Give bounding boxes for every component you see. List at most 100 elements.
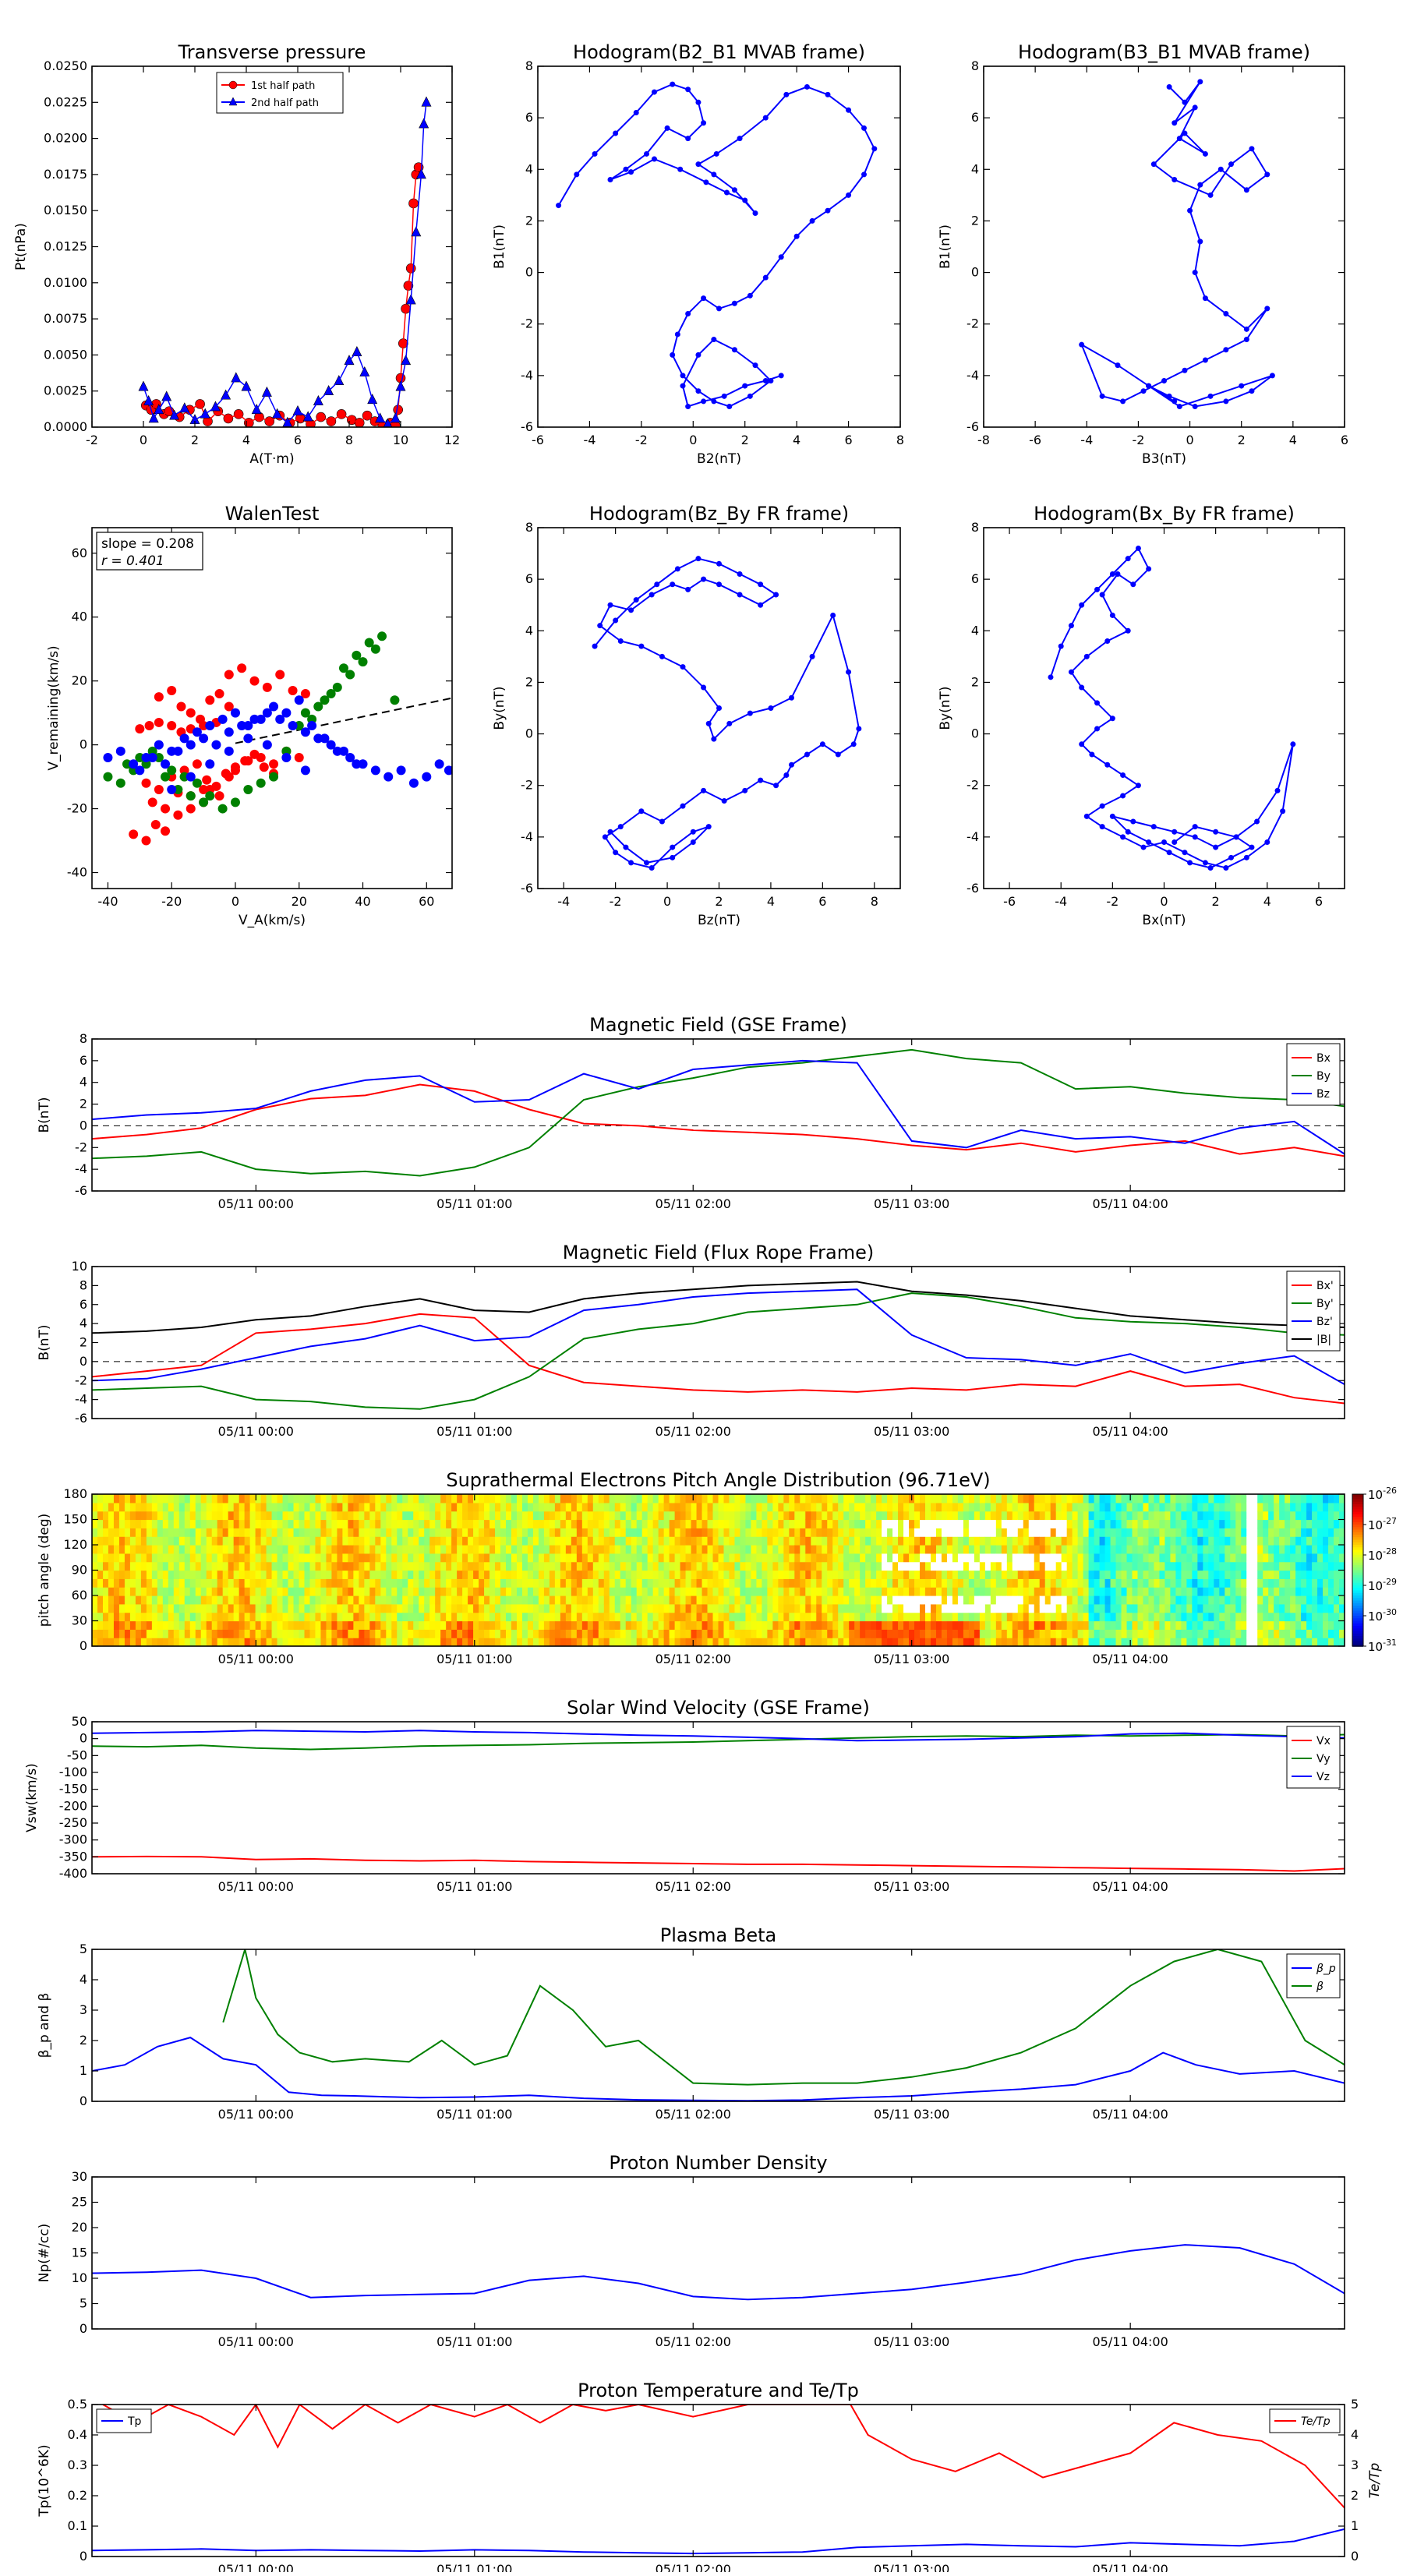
heatmap-cell: [745, 1494, 751, 1503]
heatmap-cell: [179, 1621, 186, 1630]
heatmap-cell: [125, 1571, 131, 1579]
heatmap-cell: [631, 1604, 638, 1613]
heatmap-cell: [925, 1587, 931, 1595]
heatmap-cell: [1246, 1528, 1253, 1536]
heatmap-cell: [1133, 1553, 1139, 1562]
data-point: [301, 765, 310, 775]
heatmap-cell: [925, 1511, 931, 1520]
heatmap-cell: [141, 1494, 147, 1503]
heatmap-cell: [1045, 1604, 1051, 1613]
heatmap-cell: [348, 1613, 354, 1621]
data-point: [1203, 295, 1208, 301]
heatmap-cell: [604, 1621, 610, 1630]
heatmap-cell: [952, 1595, 959, 1604]
heatmap-cell: [1257, 1621, 1263, 1630]
heatmap-cell: [991, 1578, 997, 1587]
heatmap-cell: [309, 1613, 316, 1621]
heatmap-cell: [708, 1604, 714, 1613]
heatmap-cell: [353, 1545, 359, 1553]
heatmap-cell: [1301, 1503, 1307, 1511]
heatmap-cell: [762, 1578, 768, 1587]
heatmap-cell: [511, 1494, 518, 1503]
heatmap-cell: [664, 1536, 670, 1545]
heatmap-cell: [130, 1528, 136, 1536]
heatmap-cell: [745, 1511, 751, 1520]
heatmap-cell: [686, 1528, 692, 1536]
heatmap-cell: [1164, 1528, 1171, 1536]
heatmap-cell: [599, 1536, 605, 1545]
heatmap-cell: [228, 1613, 235, 1621]
heatmap-cell: [500, 1587, 507, 1595]
heatmap-cell: [1078, 1629, 1084, 1638]
heatmap-cell: [974, 1571, 981, 1579]
heatmap-cell: [832, 1613, 839, 1621]
heatmap-cell: [762, 1528, 768, 1536]
heatmap-cell: [555, 1604, 561, 1613]
heatmap-cell: [914, 1494, 921, 1503]
heatmap-cell: [1045, 1545, 1051, 1553]
heatmap-cell: [1078, 1613, 1084, 1621]
heatmap-cell: [991, 1536, 997, 1545]
heatmap-cell: [800, 1562, 806, 1571]
heatmap-cell: [185, 1638, 191, 1646]
heatmap-cell: [446, 1528, 452, 1536]
heatmap-cell: [234, 1536, 240, 1545]
heatmap-cell: [1067, 1638, 1073, 1646]
data-point: [1172, 177, 1177, 182]
heatmap-cell: [299, 1553, 306, 1562]
heatmap-cell: [386, 1629, 392, 1638]
heatmap-cell: [1100, 1528, 1106, 1536]
heatmap-cell: [909, 1520, 915, 1528]
heatmap-cell: [500, 1494, 507, 1503]
x-axis-label: A(T·m): [249, 451, 294, 467]
heatmap-cell: [1062, 1638, 1068, 1646]
heatmap-cell: [201, 1562, 207, 1571]
heatmap-cell: [234, 1621, 240, 1630]
heatmap-cell: [522, 1553, 528, 1562]
data-point: [1223, 311, 1228, 316]
heatmap-cell: [1257, 1604, 1263, 1613]
y-tick-label: 0.0175: [44, 167, 87, 182]
heatmap-cell: [909, 1587, 915, 1595]
heatmap-cell: [1170, 1511, 1176, 1520]
heatmap-cell: [708, 1536, 714, 1545]
data-point: [154, 740, 164, 750]
heatmap-cell: [397, 1528, 403, 1536]
heatmap-cell: [854, 1520, 861, 1528]
heatmap-cell: [588, 1571, 594, 1579]
heatmap-cell: [876, 1553, 882, 1562]
heatmap-cell: [783, 1595, 790, 1604]
heatmap-cell: [925, 1578, 931, 1587]
heatmap-cell: [1192, 1571, 1198, 1579]
heatmap-cell: [201, 1511, 207, 1520]
heatmap-cell: [380, 1629, 387, 1638]
y-tick-label: 0.0125: [44, 239, 87, 254]
heatmap-cell: [294, 1629, 300, 1638]
heatmap-cell: [1285, 1503, 1291, 1511]
heatmap-cell: [767, 1545, 773, 1553]
x-tick-label: -6: [532, 433, 544, 447]
heatmap-cell: [435, 1545, 441, 1553]
heatmap-cell: [653, 1578, 659, 1587]
heatmap-cell: [664, 1503, 670, 1511]
heatmap-cell: [843, 1562, 850, 1571]
heatmap-cell: [822, 1545, 828, 1553]
heatmap-cell: [822, 1629, 828, 1638]
heatmap-cell: [386, 1578, 392, 1587]
heatmap-cell: [1186, 1536, 1193, 1545]
heatmap-cell: [1078, 1587, 1084, 1595]
heatmap-cell: [1186, 1629, 1193, 1638]
heatmap-cell: [822, 1536, 828, 1545]
heatmap-cell: [615, 1638, 621, 1646]
heatmap-cell: [479, 1587, 485, 1595]
heatmap-cell: [756, 1494, 762, 1503]
heatmap-cell: [963, 1562, 970, 1571]
y-tick-label: 10: [72, 1259, 87, 1274]
x-tick-label: -2: [610, 894, 622, 909]
heatmap-cell: [1197, 1629, 1203, 1638]
chart-title: Hodogram(B2_B1 MVAB frame): [573, 41, 865, 63]
data-point: [1115, 571, 1120, 577]
heatmap-cell: [664, 1553, 670, 1562]
heatmap-cell: [1148, 1613, 1154, 1621]
heatmap-cell: [506, 1528, 512, 1536]
